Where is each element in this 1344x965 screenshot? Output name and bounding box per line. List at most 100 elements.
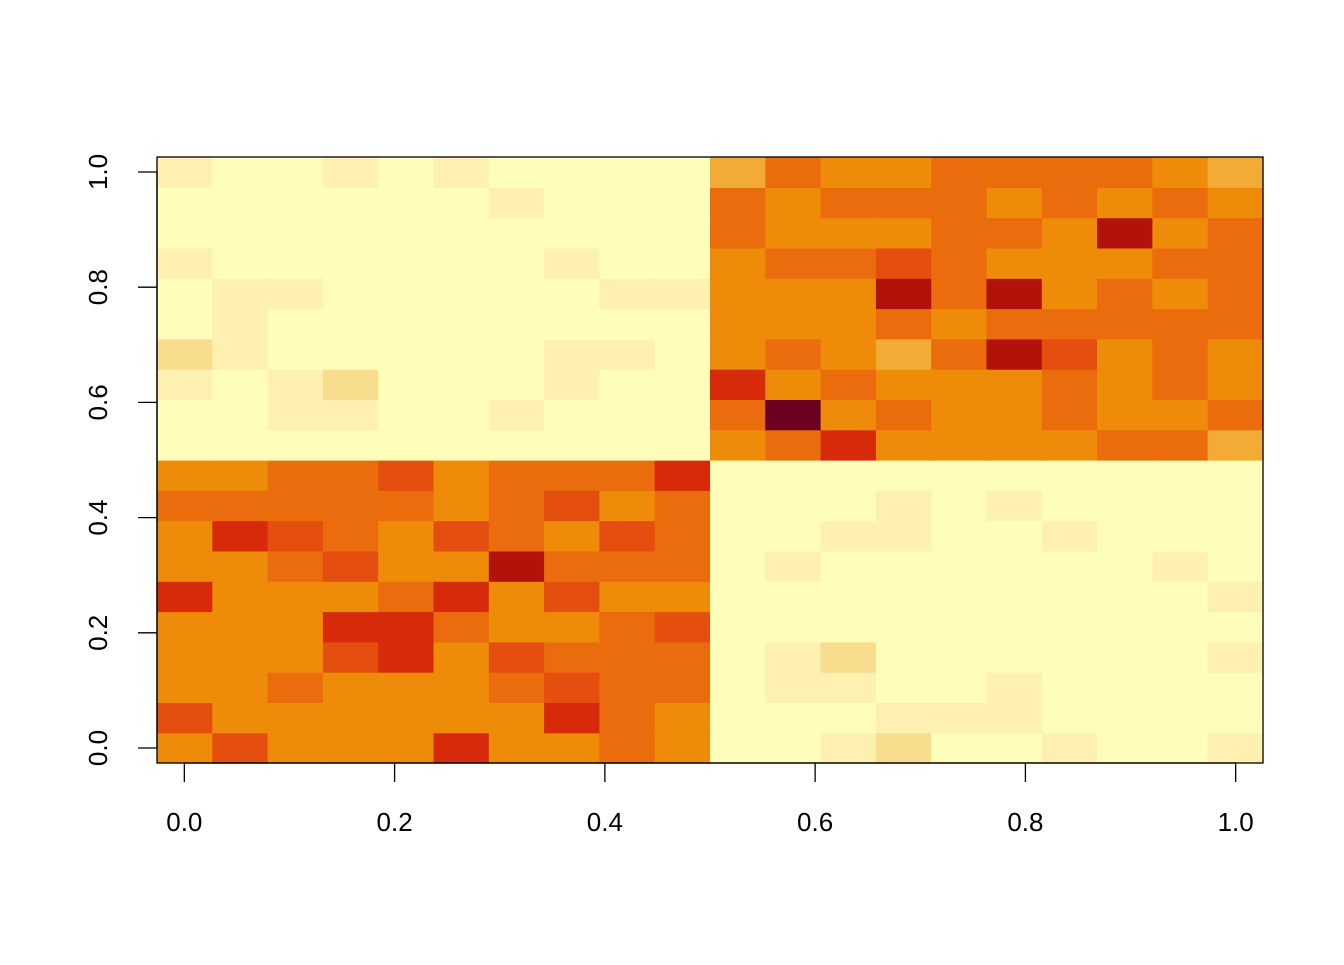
heat-cell: [544, 550, 600, 582]
heat-cell: [544, 429, 600, 461]
heat-cell: [1152, 247, 1209, 279]
heat-cell: [1152, 217, 1209, 249]
heat-cell: [488, 429, 545, 461]
heat-cell: [267, 429, 324, 461]
heat-cell: [654, 581, 711, 613]
heat-cell: [322, 732, 379, 764]
heat-cell: [212, 308, 269, 340]
heat-cell: [875, 520, 932, 552]
heat-cell: [654, 702, 711, 734]
heat-cell: [322, 187, 379, 219]
heat-cell: [433, 187, 490, 219]
heat-cell: [322, 611, 379, 643]
heat-cell: [1152, 520, 1209, 552]
heat-cell: [931, 247, 988, 279]
heat-cell: [378, 672, 435, 703]
x-tick-label: 0.6: [797, 807, 833, 837]
heat-cell: [875, 641, 932, 673]
heat-cell: [1097, 157, 1153, 188]
heat-cell: [488, 247, 545, 279]
heat-cell: [544, 278, 600, 310]
heat-cell: [765, 550, 822, 582]
heat-cell: [488, 369, 545, 400]
heat-cell: [433, 247, 490, 279]
heat-cell: [1207, 429, 1264, 461]
heat-cell: [488, 611, 545, 643]
heat-cell: [1207, 581, 1264, 613]
heat-cell: [488, 641, 545, 673]
heat-cell: [212, 278, 269, 310]
heat-cell: [157, 641, 213, 673]
heat-cell: [267, 399, 324, 431]
heat-cell: [322, 460, 379, 491]
x-tick-label: 0.0: [166, 807, 202, 837]
heat-cell: [267, 672, 324, 703]
heat-cell: [654, 308, 711, 340]
heat-cell: [765, 278, 822, 310]
heat-cell: [820, 308, 877, 340]
heat-cell: [433, 702, 490, 734]
heat-cell: [710, 217, 766, 249]
heat-cell: [212, 611, 269, 643]
heat-cell: [654, 429, 711, 461]
heat-cell: [875, 278, 932, 310]
heat-cell: [378, 460, 435, 491]
heat-cell: [1207, 611, 1264, 643]
heat-cell: [986, 732, 1043, 764]
heat-cell: [322, 247, 379, 279]
heat-cell: [710, 581, 766, 613]
heat-cell: [157, 611, 213, 643]
heat-cell: [931, 490, 988, 522]
heat-cell: [875, 490, 932, 522]
heat-cell: [1097, 338, 1153, 370]
heat-cell: [1152, 429, 1209, 461]
heat-cell: [1097, 520, 1153, 552]
heat-cell: [765, 672, 822, 703]
heat-cell: [1097, 702, 1153, 734]
heat-cell: [1207, 550, 1264, 582]
heat-cell: [212, 550, 269, 582]
heat-cell: [267, 278, 324, 310]
heat-cell: [212, 460, 269, 491]
heat-cell: [820, 520, 877, 552]
heat-cell: [986, 550, 1043, 582]
heat-cell: [544, 490, 600, 522]
heat-cell: [322, 641, 379, 673]
heat-cell: [710, 429, 766, 461]
x-tick-label: 1.0: [1218, 807, 1254, 837]
heat-cell: [433, 338, 490, 370]
heat-cell: [820, 732, 877, 764]
x-tick-label: 0.2: [377, 807, 413, 837]
heat-cell: [765, 429, 822, 461]
heat-cell: [267, 702, 324, 734]
heat-cell: [433, 369, 490, 400]
heat-cell: [1152, 550, 1209, 582]
heat-cell: [157, 429, 213, 461]
heat-cell: [820, 278, 877, 310]
heat-cell: [1041, 550, 1098, 582]
heat-cell: [212, 490, 269, 522]
heat-cell: [765, 611, 822, 643]
heat-cell: [986, 217, 1043, 249]
heat-cell: [157, 702, 213, 734]
heat-cell: [267, 611, 324, 643]
heat-cell: [378, 581, 435, 613]
heat-cell: [322, 278, 379, 310]
heat-cell: [875, 308, 932, 340]
heat-cell: [1097, 399, 1153, 431]
heat-cell: [765, 460, 822, 491]
heat-cell: [322, 217, 379, 249]
heat-cell: [820, 672, 877, 703]
heat-cell: [488, 187, 545, 219]
heat-cell: [378, 520, 435, 552]
heat-cell: [267, 581, 324, 613]
heat-cell: [820, 369, 877, 400]
heat-cell: [931, 429, 988, 461]
heat-cell: [654, 278, 711, 310]
heat-cell: [599, 672, 656, 703]
heat-cell: [1097, 369, 1153, 400]
heat-cell: [212, 157, 269, 188]
heat-cell: [1097, 217, 1153, 249]
heat-cell: [267, 460, 324, 491]
heat-cell: [931, 460, 988, 491]
